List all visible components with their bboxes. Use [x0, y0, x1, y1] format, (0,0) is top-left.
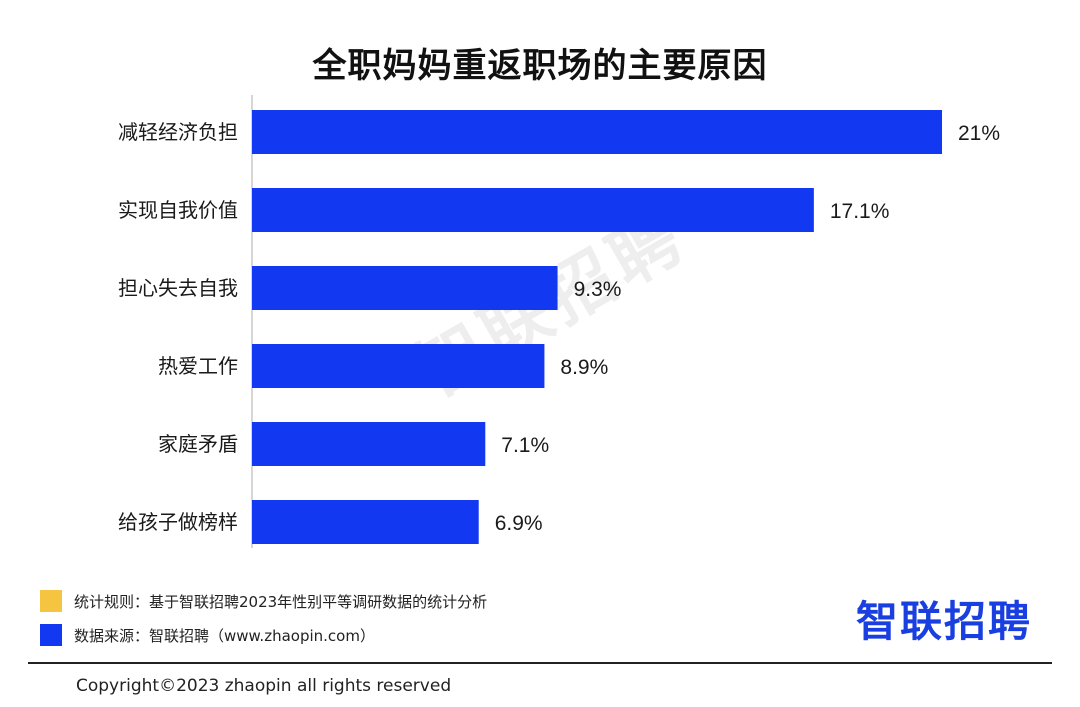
bar-4 — [252, 422, 486, 466]
bar-3 — [252, 344, 545, 388]
category-label: 减轻经济负担 — [118, 120, 238, 144]
footer-divider — [28, 662, 1052, 664]
value-label: 21% — [958, 122, 1000, 145]
value-label: 8.9% — [560, 356, 608, 379]
copyright-text: Copyright©2023 zhaopin all rights reserv… — [76, 676, 452, 696]
chart-title: 全职妈妈重返职场的主要原因 — [312, 46, 768, 86]
brand-logo: 智联招聘 — [856, 597, 1033, 646]
legend-source-swatch — [40, 624, 62, 646]
bar-2 — [252, 266, 558, 310]
bar-chart: 减轻经济负担 21% 实现自我价值 17.1% 担心失去自我 9.3% 热爱工作 8.9% 家庭… — [118, 95, 1000, 548]
bar-5 — [252, 500, 479, 544]
value-label: 17.1% — [830, 200, 890, 223]
legend-rule: 统计规则：基于智联招聘2023年性别平等调研数据的统计分析 — [40, 590, 740, 612]
bar-0 — [252, 110, 942, 154]
value-label: 6.9% — [495, 512, 543, 535]
legend-rule-swatch — [40, 590, 62, 612]
legend-rule-label: 统计规则：基于智联招聘2023年性别平等调研数据的统计分析 — [74, 592, 488, 611]
category-label: 家庭矛盾 — [158, 432, 238, 456]
bar-1 — [252, 188, 814, 232]
value-label: 9.3% — [574, 278, 622, 301]
category-label: 热爱工作 — [158, 354, 238, 378]
legend-source-label: 数据来源：智联招聘（www.zhaopin.com） — [74, 626, 375, 645]
category-label: 给孩子做榜样 — [118, 510, 238, 534]
category-label: 实现自我价值 — [118, 198, 238, 222]
value-label: 7.1% — [501, 434, 549, 457]
category-label: 担心失去自我 — [118, 276, 238, 300]
legend-source: 数据来源：智联招聘（www.zhaopin.com） — [40, 624, 740, 646]
